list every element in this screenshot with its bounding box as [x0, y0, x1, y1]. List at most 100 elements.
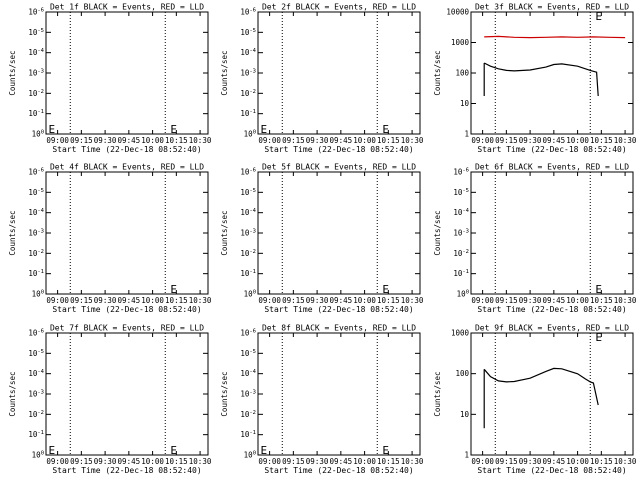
y-tick-label: 10000 — [446, 8, 469, 17]
x-tick-label: 10:00 — [353, 457, 376, 466]
data-series-line-2 — [483, 62, 599, 97]
x-tick-label: 09:00 — [46, 136, 69, 145]
y-axis-label: Counts/sec — [8, 50, 17, 95]
x-tick-label: 10:15 — [377, 136, 400, 145]
event-marker-label: E — [170, 444, 177, 457]
x-tick-label: 09:00 — [46, 457, 69, 466]
y-tick-label: 10 — [460, 99, 470, 108]
y-tick-label: 10-4 — [240, 48, 256, 57]
x-tick-label: 10:30 — [189, 457, 212, 466]
y-tick-label: 10-3 — [453, 229, 469, 238]
y-axis-label: Counts/sec — [220, 210, 229, 255]
x-tick-label: 10:30 — [189, 296, 212, 305]
y-tick-label: 100 — [32, 130, 44, 139]
plot-title: Det 8f BLACK = Events, RED = LLD — [262, 324, 416, 333]
x-tick-label: 09:45 — [330, 457, 353, 466]
x-tick-label: 10:15 — [377, 296, 400, 305]
x-tick-label: 09:45 — [330, 136, 353, 145]
x-tick-label: 09:00 — [471, 136, 494, 145]
x-tick-label: 10:00 — [566, 457, 589, 466]
x-tick-label: 09:30 — [306, 457, 329, 466]
x-tick-label: 10:15 — [590, 136, 613, 145]
x-axis-label: Start Time (22-Dec-18 08:52:40) — [264, 145, 413, 154]
y-tick-label: 10-2 — [453, 249, 469, 258]
y-tick-label: 10-1 — [240, 430, 256, 439]
x-tick-label: 09:30 — [306, 296, 329, 305]
x-tick-label: 10:00 — [141, 136, 164, 145]
x-tick-label: 09:00 — [471, 457, 494, 466]
plot-title: Det 5f BLACK = Events, RED = LLD — [262, 163, 416, 172]
x-tick-label: 10:15 — [165, 457, 188, 466]
x-axis-label: Start Time (22-Dec-18 08:52:40) — [52, 145, 201, 154]
x-tick-label: 10:00 — [566, 296, 589, 305]
y-tick-label: 1 — [464, 130, 469, 139]
y-tick-label: 10-2 — [240, 89, 256, 98]
x-tick-label: 09:00 — [258, 296, 281, 305]
y-tick-label: 10-4 — [28, 208, 44, 217]
y-tick-label: 10-3 — [240, 229, 256, 238]
y-tick-label: 10-1 — [240, 269, 256, 278]
plot-panel-3: Det 3f BLACK = Events, RED = LLD 09:00 09:… — [433, 3, 637, 155]
y-tick-label: 1000 — [451, 329, 470, 338]
x-tick-label: 10:15 — [590, 296, 613, 305]
x-tick-label: 09:15 — [70, 136, 93, 145]
x-tick-label: 10:30 — [189, 136, 212, 145]
event-marker-label: E — [49, 123, 56, 136]
y-tick-label: 100 — [32, 290, 44, 299]
y-tick-label: 1 — [464, 451, 469, 460]
plot-title: Det 7f BLACK = Events, RED = LLD — [50, 324, 204, 333]
y-tick-label: 10-4 — [28, 369, 44, 378]
x-tick-label: 09:00 — [258, 136, 281, 145]
x-tick-label: 09:15 — [282, 136, 305, 145]
event-marker-label: E — [595, 283, 602, 296]
x-tick-label: 09:15 — [282, 296, 305, 305]
y-tick-label: 10-6 — [28, 8, 44, 17]
x-tick-label: 09:45 — [330, 296, 353, 305]
x-tick-label: 09:30 — [519, 457, 542, 466]
y-tick-label: 10-3 — [240, 390, 256, 399]
x-tick-label: 09:45 — [118, 457, 141, 466]
y-tick-label: 10-4 — [240, 369, 256, 378]
y-tick-label: 10-4 — [240, 208, 256, 217]
x-tick-label: 10:15 — [165, 136, 188, 145]
y-tick-label: 10-1 — [28, 269, 44, 278]
y-tick-label: 10-2 — [240, 410, 256, 419]
y-tick-label: 10-5 — [240, 349, 256, 358]
x-tick-label: 09:15 — [282, 457, 305, 466]
y-tick-label: 10-6 — [28, 329, 44, 338]
y-tick-label: 10 — [460, 410, 470, 419]
y-axis-label: Counts/sec — [220, 50, 229, 95]
x-tick-label: 09:45 — [543, 136, 566, 145]
x-axis-label: Start Time (22-Dec-18 08:52:40) — [52, 305, 201, 314]
y-tick-label: 10-5 — [28, 28, 44, 37]
y-tick-label: 10-2 — [28, 89, 44, 98]
x-tick-label: 09:00 — [471, 296, 494, 305]
y-tick-label: 10-1 — [240, 109, 256, 118]
x-tick-label: 09:30 — [519, 296, 542, 305]
x-tick-label: 10:30 — [401, 136, 424, 145]
y-tick-label: 10-2 — [28, 249, 44, 258]
x-tick-label: 09:15 — [495, 296, 518, 305]
event-marker-label: E — [261, 123, 268, 136]
y-tick-label: 10-5 — [240, 188, 256, 197]
x-tick-label: 09:30 — [94, 136, 117, 145]
x-axis-label: Start Time (22-Dec-18 08:52:40) — [477, 305, 626, 314]
x-tick-label: 09:45 — [118, 136, 141, 145]
plot-title: Det 3f BLACK = Events, RED = LLD — [475, 3, 629, 12]
x-axis-label: Start Time (22-Dec-18 08:52:40) — [264, 466, 413, 475]
x-tick-label: 09:45 — [543, 296, 566, 305]
x-tick-label: 09:00 — [258, 457, 281, 466]
y-axis-label: Counts/sec — [8, 210, 17, 255]
x-tick-label: 10:30 — [401, 296, 424, 305]
event-marker-label: E — [261, 444, 268, 457]
y-tick-label: 10-3 — [28, 229, 44, 238]
y-tick-label: 10-5 — [453, 188, 469, 197]
event-marker-label: E — [170, 123, 177, 136]
y-tick-label: 10-1 — [453, 269, 469, 278]
y-tick-label: 100 — [244, 290, 256, 299]
